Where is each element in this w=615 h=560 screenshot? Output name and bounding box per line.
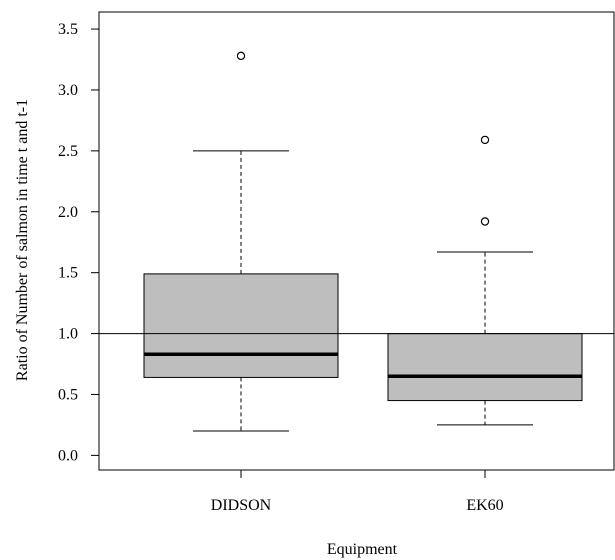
box-body: [387, 333, 583, 402]
plot-frame: [98, 11, 615, 471]
y-tick-label: 1.5: [58, 265, 78, 282]
y-axis: 0.0 0.5 1.0 1.5 2.0 2.5 3.0 3.5: [58, 21, 100, 464]
y-tick-label: 1.0: [58, 326, 78, 343]
boxes-group: [143, 51, 583, 432]
x-tick-label: EK60: [466, 497, 503, 514]
box-ek60: [387, 135, 583, 426]
x-axis: DIDSON EK60: [211, 470, 504, 514]
y-tick-label: 0.5: [58, 386, 78, 403]
y-tick-label: 3.5: [58, 21, 78, 38]
y-tick-label: 2.0: [58, 204, 78, 221]
y-axis-label: Ratio of Number of salmon in time t and …: [14, 99, 31, 381]
outlier-point: [236, 51, 246, 61]
outlier-point: [480, 217, 490, 226]
box-body: [143, 273, 339, 378]
y-tick-label: 3.0: [58, 82, 78, 99]
x-axis-label: Equipment: [327, 541, 398, 558]
outlier-point: [480, 135, 490, 145]
y-tick-label: 2.5: [58, 143, 78, 160]
box-didson: [143, 51, 339, 432]
y-tick-label: 0.0: [58, 447, 78, 464]
x-tick-label: DIDSON: [211, 497, 272, 514]
